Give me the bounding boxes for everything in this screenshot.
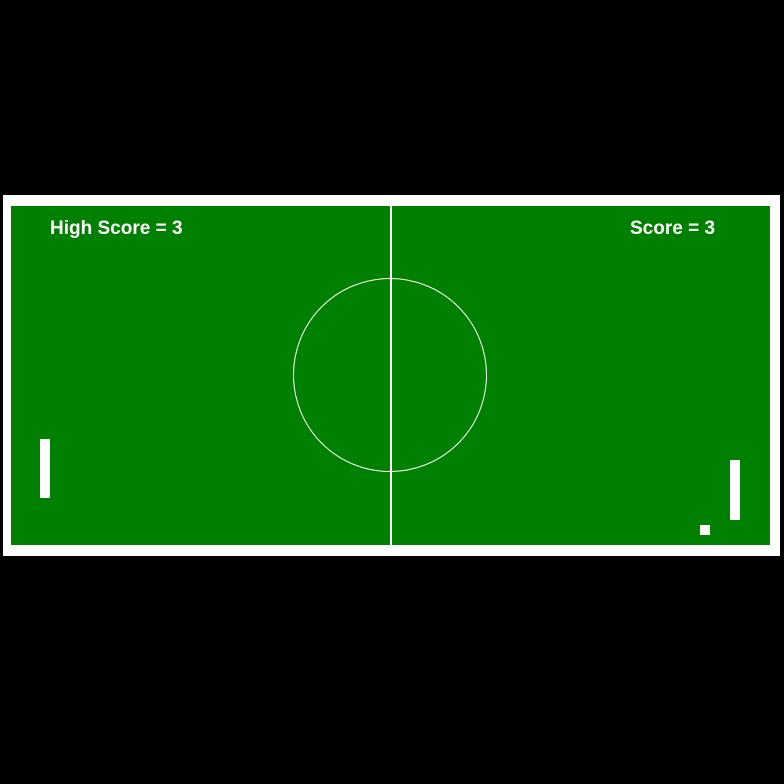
right-paddle[interactable]	[730, 460, 740, 520]
high-score-label: High Score = 3	[50, 218, 183, 239]
ball	[700, 525, 710, 535]
score-label: Score = 3	[630, 218, 716, 239]
center-circle	[293, 278, 487, 472]
left-paddle	[40, 439, 50, 498]
